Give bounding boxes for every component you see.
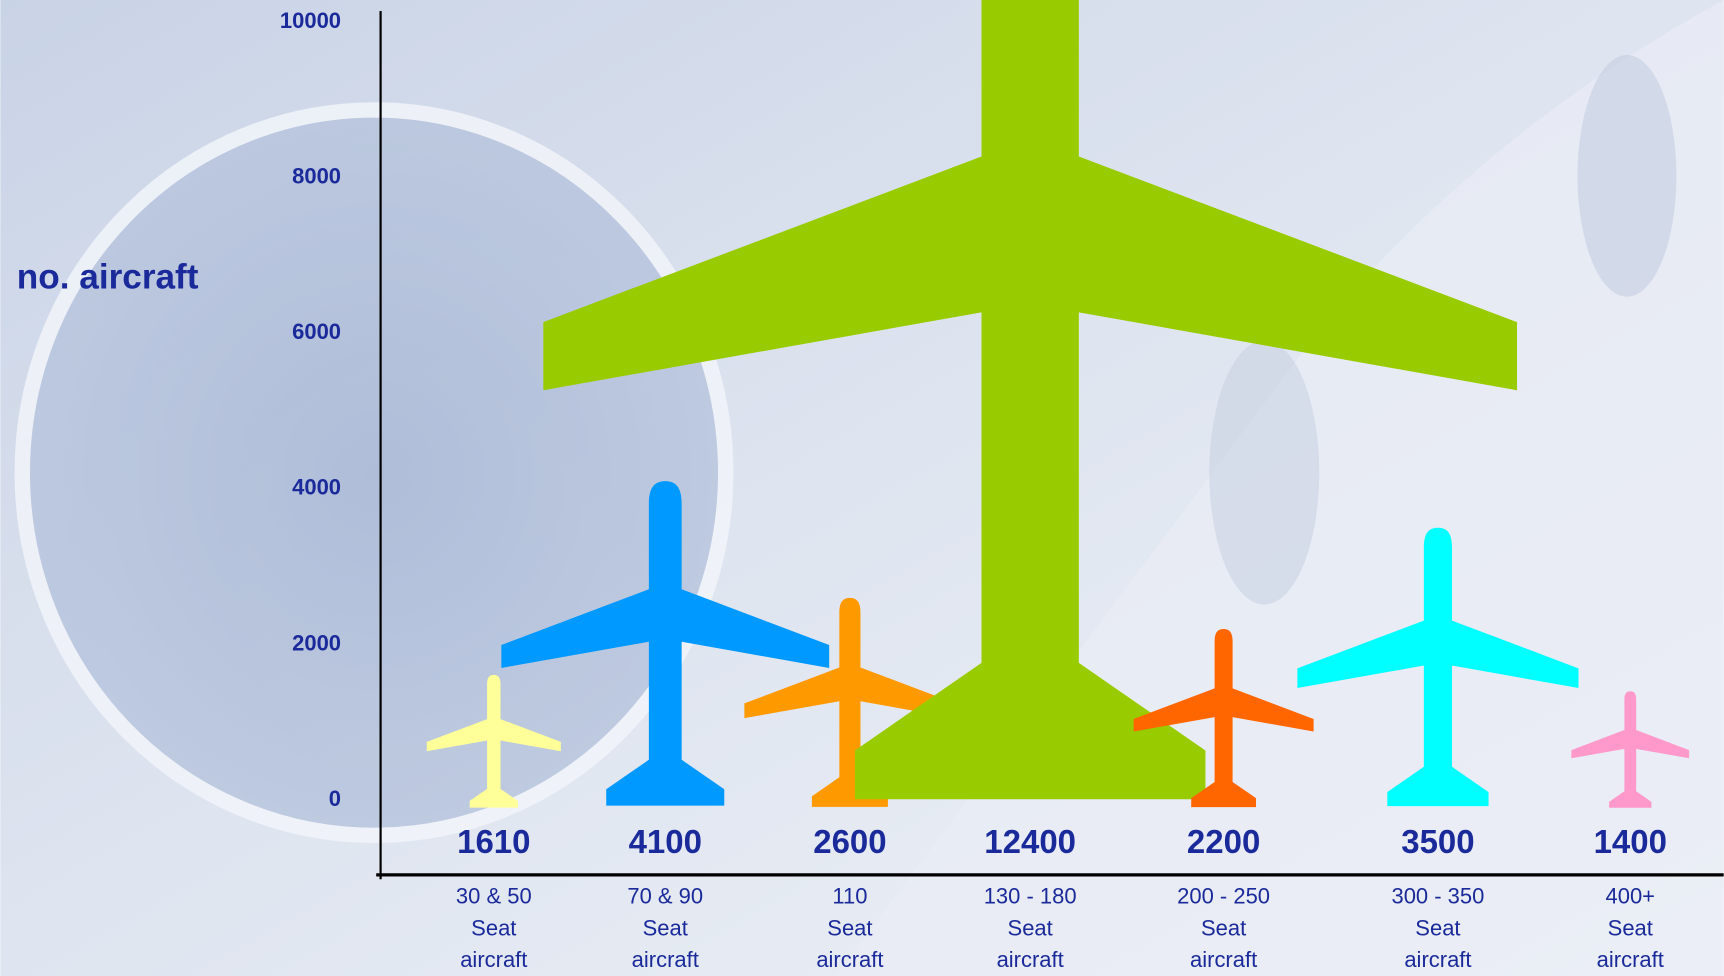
plane-pictogram: [426, 674, 561, 808]
y-tick-label: 10000: [280, 8, 341, 33]
value-label: 4100: [629, 823, 702, 860]
value-label: 2600: [813, 823, 886, 860]
x-tick-label: 400+ Seat aircraft: [1596, 884, 1664, 973]
x-tick-label: 130 - 180 Seat aircraft: [983, 884, 1077, 973]
x-tick-label: 200 - 250 Seat aircraft: [1177, 884, 1271, 973]
x-tick-label: 70 & 90 Seat aircraft: [627, 884, 704, 973]
x-tick-label-box: 400+ Seat aircraft: [1596, 884, 1664, 973]
x-tick-label-box: 70 & 90 Seat aircraft: [627, 884, 704, 973]
plane-pictogram: [543, 0, 1518, 800]
y-tick-label: 4000: [292, 475, 341, 500]
x-tick-label-box: 130 - 180 Seat aircraft: [983, 884, 1077, 973]
x-tick-label-box: 30 & 50 Seat aircraft: [455, 884, 532, 973]
x-tick-label: 110 Seat aircraft: [816, 884, 884, 973]
plane-pictogram: [1133, 628, 1314, 808]
engine-pod: [1209, 340, 1320, 605]
plane-pictogram: [1571, 691, 1690, 808]
plane-pictogram: [744, 597, 956, 807]
plot-area: [426, 0, 1690, 808]
y-tick-label: 6000: [292, 319, 341, 344]
value-label: 12400: [984, 823, 1076, 860]
x-tick-label: 300 - 350 Seat aircraft: [1391, 884, 1485, 973]
engine-ring: [14, 102, 734, 844]
plane-pictogram: [1297, 527, 1579, 807]
y-axis-label: no. aircraft: [17, 257, 199, 296]
value-label: 1400: [1594, 823, 1667, 860]
x-tick-label-box: 200 - 250 Seat aircraft: [1177, 884, 1271, 973]
value-label: 1610: [457, 823, 530, 860]
y-tick-label: 8000: [292, 163, 341, 188]
value-label: 3500: [1401, 823, 1474, 860]
plane-pictogram: [501, 481, 830, 806]
value-label: 2200: [1187, 823, 1260, 860]
y-tick-label: 2000: [292, 630, 341, 655]
x-tick-label-box: 300 - 350 Seat aircraft: [1391, 884, 1485, 973]
y-tick-label: 0: [329, 786, 341, 811]
x-tick-label-box: 110 Seat aircraft: [816, 884, 884, 973]
x-tick-label: 30 & 50 Seat aircraft: [455, 884, 532, 973]
engine-pod: [1577, 54, 1677, 297]
